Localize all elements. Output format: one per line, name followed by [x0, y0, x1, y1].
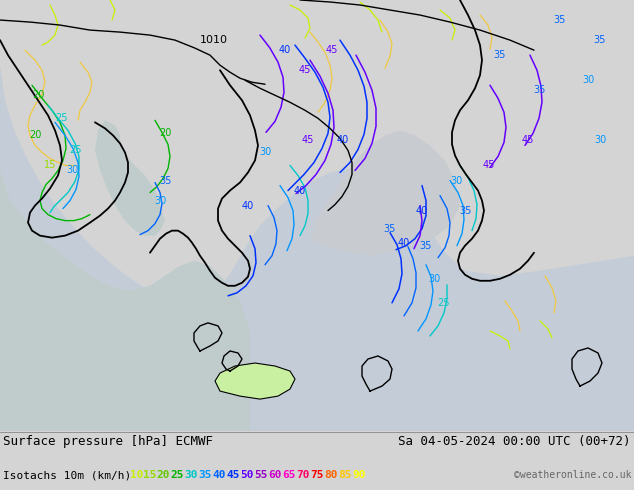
Text: Isotachs 10m (km/h): Isotachs 10m (km/h)	[3, 470, 138, 480]
Text: 15: 15	[44, 160, 56, 171]
Text: 45: 45	[483, 160, 495, 171]
Text: 80: 80	[324, 470, 337, 480]
Text: 65: 65	[282, 470, 295, 480]
Text: 40: 40	[279, 45, 291, 55]
Text: ©weatheronline.co.uk: ©weatheronline.co.uk	[514, 470, 631, 480]
Text: 35: 35	[534, 85, 546, 95]
Text: 50: 50	[240, 470, 254, 480]
Text: 40: 40	[337, 135, 349, 146]
Text: 90: 90	[352, 470, 365, 480]
Text: 25: 25	[56, 113, 68, 123]
Text: 30: 30	[594, 135, 606, 146]
Text: 20: 20	[29, 130, 41, 140]
Text: 70: 70	[296, 470, 309, 480]
Text: 20: 20	[156, 470, 169, 480]
Text: 10: 10	[130, 470, 143, 480]
Text: 55: 55	[254, 470, 268, 480]
Text: 25: 25	[68, 146, 81, 155]
Text: 40: 40	[242, 200, 254, 211]
Text: 20: 20	[32, 90, 44, 100]
Polygon shape	[95, 121, 165, 236]
Text: 30: 30	[154, 196, 166, 206]
Text: 40: 40	[212, 470, 226, 480]
Text: 35: 35	[419, 241, 431, 251]
Text: 30: 30	[450, 175, 462, 186]
Text: 1010: 1010	[200, 35, 228, 45]
Text: 35: 35	[460, 206, 472, 216]
Text: 35: 35	[594, 35, 606, 45]
Text: 35: 35	[554, 15, 566, 25]
Text: 15: 15	[143, 470, 157, 480]
Text: 40: 40	[294, 186, 306, 196]
Text: 45: 45	[326, 45, 338, 55]
Polygon shape	[310, 130, 460, 256]
Text: 30: 30	[184, 470, 198, 480]
Text: 20: 20	[158, 128, 171, 138]
Text: 75: 75	[310, 470, 323, 480]
Text: 40: 40	[398, 238, 410, 247]
Text: 30: 30	[66, 166, 78, 175]
Polygon shape	[0, 65, 634, 431]
Text: 25: 25	[170, 470, 183, 480]
Text: 35: 35	[158, 175, 171, 186]
Text: 85: 85	[338, 470, 351, 480]
Text: 30: 30	[428, 274, 440, 284]
Text: 30: 30	[582, 75, 594, 85]
Text: 45: 45	[522, 135, 534, 146]
Text: 35: 35	[383, 223, 395, 234]
Text: 60: 60	[268, 470, 281, 480]
Polygon shape	[0, 171, 250, 431]
Text: Surface pressure [hPa] ECMWF: Surface pressure [hPa] ECMWF	[3, 435, 213, 448]
Text: 35: 35	[198, 470, 212, 480]
Text: 25: 25	[437, 298, 450, 308]
Text: 40: 40	[416, 206, 428, 216]
Text: 30: 30	[259, 147, 271, 157]
Text: 45: 45	[302, 135, 314, 146]
Text: 35: 35	[494, 50, 506, 60]
Text: 45: 45	[299, 65, 311, 75]
Text: Sa 04-05-2024 00:00 UTC (00+72): Sa 04-05-2024 00:00 UTC (00+72)	[399, 435, 631, 448]
Polygon shape	[215, 363, 295, 399]
Text: 45: 45	[226, 470, 240, 480]
